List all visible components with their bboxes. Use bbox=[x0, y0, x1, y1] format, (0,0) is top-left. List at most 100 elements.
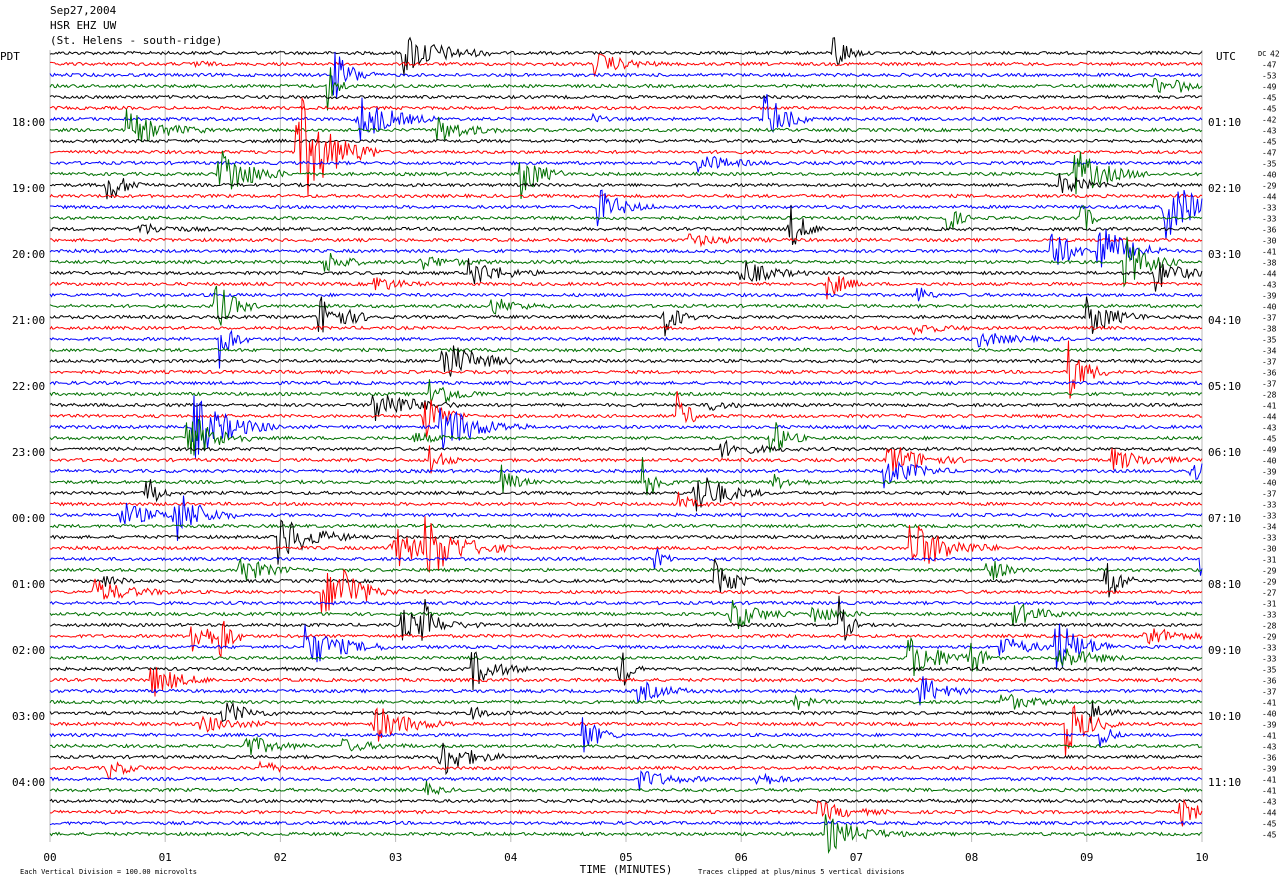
dc-value: -33 bbox=[1262, 534, 1277, 543]
dc-value: -31 bbox=[1262, 600, 1277, 609]
dc-value: -40 bbox=[1262, 479, 1277, 488]
dc-value: -44 bbox=[1262, 413, 1277, 422]
utc-label: 10:10 bbox=[1208, 710, 1241, 723]
trace bbox=[50, 189, 1203, 240]
pdt-label: 21:00 bbox=[12, 314, 45, 327]
trace bbox=[50, 667, 1203, 697]
dc-value: -38 bbox=[1262, 259, 1277, 268]
dc-value: -36 bbox=[1262, 677, 1277, 686]
x-tick-label: 04 bbox=[504, 851, 518, 864]
dc-value: -45 bbox=[1262, 435, 1277, 444]
trace bbox=[49, 735, 1202, 755]
pdt-label: 23:00 bbox=[12, 446, 45, 459]
x-tick-label: 00 bbox=[43, 851, 56, 864]
utc-label: 06:10 bbox=[1208, 446, 1241, 459]
trace bbox=[49, 236, 1203, 288]
trace bbox=[49, 477, 1203, 512]
trace bbox=[49, 701, 1203, 724]
dc-value: -29 bbox=[1262, 578, 1277, 587]
trace bbox=[49, 150, 1203, 199]
dc-value: -45 bbox=[1262, 138, 1277, 147]
dc-value: -33 bbox=[1262, 644, 1277, 653]
trace bbox=[49, 770, 1203, 791]
dc-value: -29 bbox=[1262, 633, 1277, 642]
trace bbox=[49, 548, 1203, 576]
dc-value: -30 bbox=[1262, 545, 1277, 554]
dc-value: 42 bbox=[1270, 50, 1280, 59]
dc-value: -33 bbox=[1262, 204, 1277, 213]
dc-value: -33 bbox=[1262, 655, 1277, 664]
dc-value: -45 bbox=[1262, 105, 1277, 114]
x-tick-label: 09 bbox=[1080, 851, 1093, 864]
x-tick-label: 05 bbox=[619, 851, 632, 864]
trace bbox=[49, 287, 1203, 302]
trace bbox=[49, 620, 1203, 659]
x-tick-label: 07 bbox=[850, 851, 863, 864]
dc-value: -33 bbox=[1262, 611, 1277, 620]
dc-value: -28 bbox=[1262, 622, 1277, 631]
trace bbox=[49, 109, 1203, 143]
dc-value: -40 bbox=[1262, 710, 1277, 719]
dc-value: -45 bbox=[1262, 820, 1277, 829]
x-tick-label: 10 bbox=[1195, 851, 1208, 864]
trace bbox=[49, 595, 1203, 641]
dc-value: -33 bbox=[1262, 501, 1277, 510]
trace bbox=[49, 568, 1203, 613]
trace bbox=[49, 558, 1203, 598]
trace bbox=[49, 395, 1203, 421]
utc-label: 03:10 bbox=[1208, 248, 1241, 261]
dc-value: -41 bbox=[1262, 732, 1277, 741]
trace bbox=[49, 676, 1203, 706]
traces bbox=[49, 36, 1203, 854]
trace bbox=[49, 205, 1203, 246]
dc-value: -31 bbox=[1262, 556, 1277, 565]
trace bbox=[49, 760, 1203, 780]
trace bbox=[49, 395, 1203, 458]
trace bbox=[49, 347, 1203, 353]
dc-value: -45 bbox=[1262, 831, 1277, 840]
trace bbox=[49, 105, 1203, 111]
x-tick-label: 08 bbox=[965, 851, 978, 864]
dc-title: DC bbox=[1258, 50, 1266, 58]
dc-value: -37 bbox=[1262, 358, 1277, 367]
dc-value: -34 bbox=[1262, 523, 1277, 532]
trace bbox=[49, 636, 1203, 677]
utc-label: 11:10 bbox=[1208, 776, 1241, 789]
trace bbox=[49, 138, 1203, 144]
x-tick-label: 02 bbox=[274, 851, 287, 864]
trace bbox=[49, 798, 1203, 827]
dc-value: -42 bbox=[1262, 116, 1277, 125]
pdt-label: 00:00 bbox=[12, 512, 45, 525]
x-axis-title: TIME (MINUTES) bbox=[580, 863, 673, 876]
dc-value: -47 bbox=[1262, 149, 1277, 158]
dc-value: -40 bbox=[1262, 171, 1277, 180]
trace bbox=[49, 651, 1203, 691]
dc-value: -41 bbox=[1262, 248, 1277, 257]
grid bbox=[49, 50, 1203, 842]
dc-value: -27 bbox=[1262, 589, 1277, 598]
dc-value: -41 bbox=[1262, 776, 1277, 785]
date: Sep27,2004 bbox=[50, 4, 117, 17]
trace bbox=[49, 457, 1203, 496]
trace bbox=[49, 495, 1203, 541]
trace bbox=[49, 558, 1203, 581]
trace bbox=[49, 285, 1203, 326]
dc-value: -44 bbox=[1262, 809, 1277, 818]
utc-label: 09:10 bbox=[1208, 644, 1241, 657]
utc-label: 01:10 bbox=[1208, 116, 1241, 129]
dc-value: -37 bbox=[1262, 688, 1277, 697]
dc-value: -40 bbox=[1262, 303, 1277, 312]
utc-label: 04:10 bbox=[1208, 314, 1241, 327]
trace bbox=[49, 380, 1203, 386]
trace bbox=[49, 173, 1203, 200]
dc-value: -45 bbox=[1262, 94, 1277, 103]
dc-value: -28 bbox=[1262, 391, 1277, 400]
trace bbox=[49, 340, 1203, 399]
trace bbox=[49, 205, 1203, 231]
trace bbox=[49, 623, 1203, 669]
dc-value: -29 bbox=[1262, 567, 1277, 576]
trace bbox=[49, 193, 1203, 199]
dc-value: -43 bbox=[1262, 798, 1277, 807]
location: (St. Helens - south-ridge) bbox=[50, 34, 222, 47]
dc-value: -39 bbox=[1262, 468, 1277, 477]
